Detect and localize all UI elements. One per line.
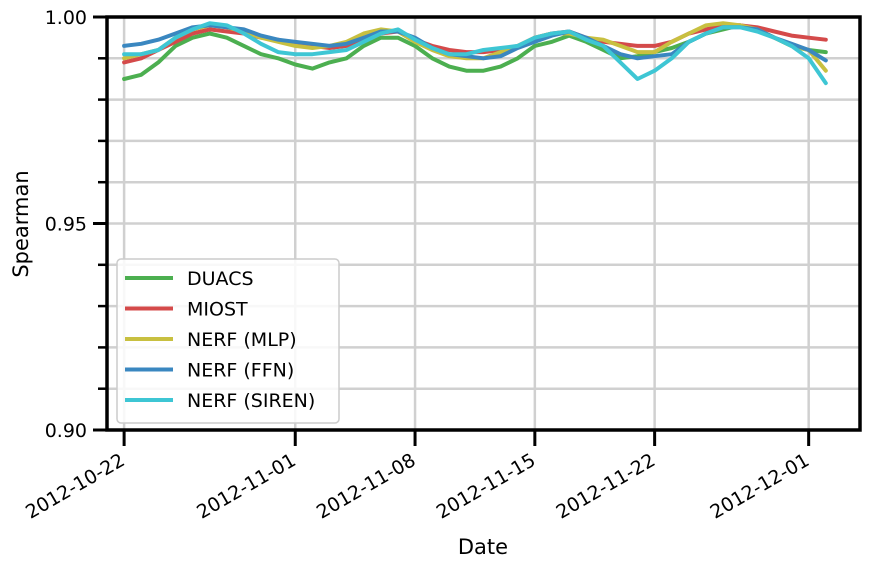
- legend-entry: NERF (FFN): [187, 360, 294, 382]
- y-axis-label: Spearman: [9, 170, 33, 277]
- legend-entry: DUACS: [187, 268, 254, 290]
- y-tick-label: 0.90: [45, 420, 87, 442]
- x-tick-label: 2012-11-08: [313, 449, 420, 523]
- legend: DUACS MIOST NERF (MLP) NERF (FFN) NERF (SIRE…: [116, 258, 340, 424]
- x-tick-label: 2012-11-22: [553, 449, 660, 523]
- x-tick-label: 2012-10-22: [22, 449, 129, 523]
- legend-entry: NERF (SIREN): [187, 390, 315, 412]
- x-tick-label: 2012-11-15: [433, 449, 540, 523]
- legend-entry: MIOST: [187, 299, 248, 321]
- y-tick-label: 1.00: [45, 7, 87, 29]
- x-tick-label: 2012-12-01: [707, 449, 814, 523]
- y-tick-label: 0.95: [45, 214, 87, 236]
- x-axis-label: Date: [458, 535, 508, 559]
- x-tick-label: 2012-11-01: [193, 449, 300, 523]
- grid-lines: [107, 17, 860, 430]
- legend-box: [116, 258, 340, 424]
- series-lines: [122, 21, 828, 86]
- legend-entry: NERF (MLP): [187, 329, 297, 351]
- series-line-4: [122, 21, 828, 86]
